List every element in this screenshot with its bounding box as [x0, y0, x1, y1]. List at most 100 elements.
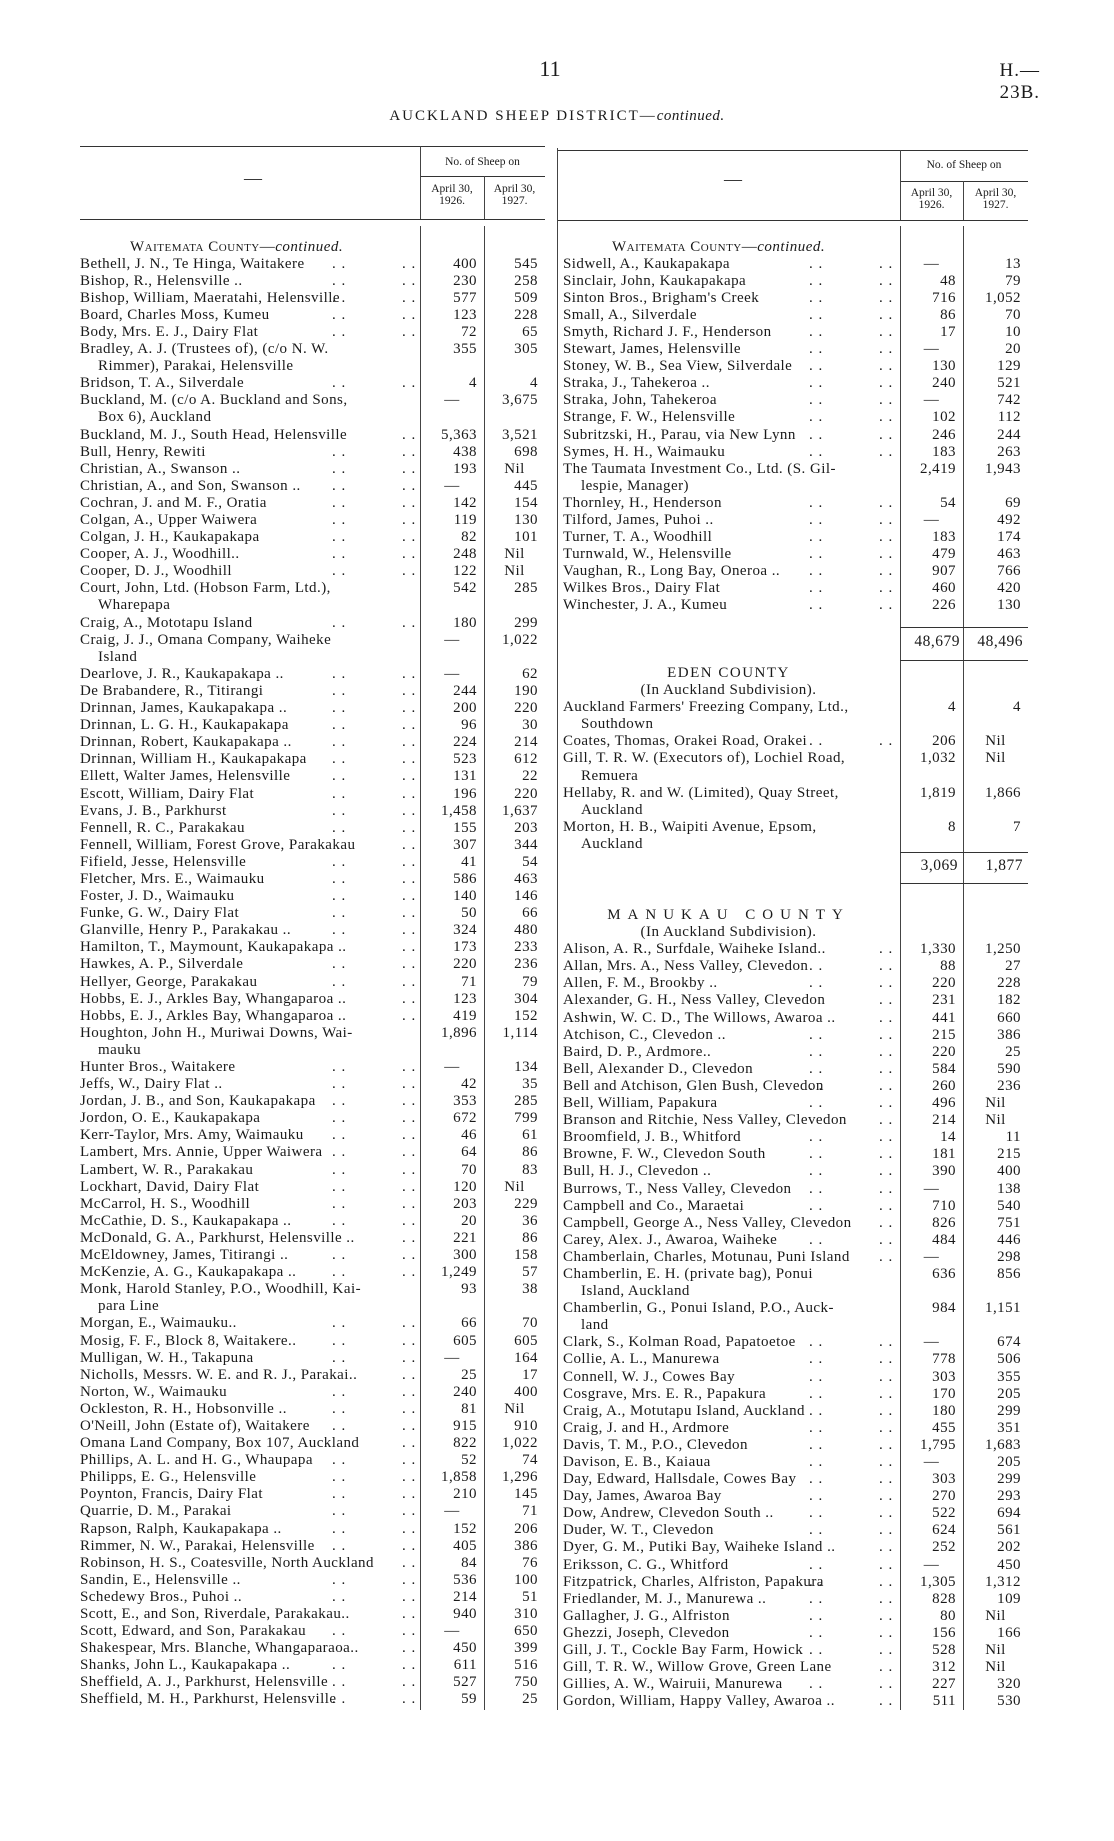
name-cell: Campbell, George A., Ness Valley, Cleved… — [557, 1215, 900, 1232]
table-row: Straka, John, Tahekeroa — 742 — [557, 392, 1028, 409]
name-cell: Allan, Mrs. A., Ness Valley, Clevedon — [557, 958, 900, 975]
holder-name: McCathie, D. S., Kaukapakapa .. — [80, 1212, 292, 1229]
table-row: Hunter Bros., Waitakere — 134 — [80, 1059, 545, 1076]
table-row: Nicholls, Messrs. W. E. and R. J., Parak… — [80, 1367, 545, 1384]
name-cell: Small, A., Silverdale — [557, 307, 900, 324]
sheep-1927: 228 — [514, 306, 538, 323]
table-row: Drinnan, L. G. H., Kaukapakapa 96 30 — [80, 717, 545, 734]
table-row: Auckland Farmers' Freezing Company, Ltd.… — [557, 699, 1028, 733]
holder-name: Houghton, John H., Muriwai Downs, Wai- m… — [80, 1024, 353, 1058]
table-row: Carey, Alex. J., Awaroa, Waiheke 484 446 — [557, 1232, 1028, 1249]
name-cell: Ockleston, R. H., Hobsonville .. — [80, 1401, 420, 1418]
sheep-1927: 51 — [522, 1588, 538, 1605]
sheep-1927: 516 — [514, 1657, 538, 1674]
holder-name: Bradley, A. J. (Trustees of), (c/o N. W.… — [80, 341, 329, 375]
holder-name: Dearlove, J. R., Kaukapakapa .. — [80, 665, 284, 682]
name-cell: Bishop, William, Maeratahi, Helensville — [80, 290, 420, 307]
name-cell: Bell and Atchison, Glen Bush, Clevedon — [557, 1078, 900, 1095]
holder-name: Craig, J. and H., Ardmore — [563, 1419, 730, 1436]
total-rule — [900, 883, 1028, 884]
table-row: Bishop, William, Maeratahi, Helensville 5… — [80, 290, 545, 307]
table-row: Hobbs, E. J., Arkles Bay, Whangaparoa ..… — [80, 1008, 545, 1025]
name-cell: Straka, J., Tahekeroa .. — [557, 375, 900, 392]
name-cell: Board, Charles Moss, Kumeu — [80, 307, 420, 324]
name-cell: Hellyer, George, Parakakau — [80, 974, 420, 991]
table-row: Body, Mrs. E. J., Dairy Flat 72 65 — [80, 324, 545, 341]
table-row: Strange, F. W., Helensville 102 112 — [557, 409, 1028, 426]
sheep-1927: 299 — [997, 1402, 1021, 1419]
holder-name: Day, Edward, Hallsdale, Cowes Bay — [563, 1471, 797, 1488]
name-cell: Atchison, C., Clevedon .. — [557, 1027, 900, 1044]
sheep-1927: 54 — [522, 853, 538, 870]
column-divider — [420, 226, 421, 1710]
table-row: Stoney, W. B., Sea View, Silverdale 130 12… — [557, 358, 1028, 375]
table-row: Smyth, Richard J. F., Henderson 17 10 — [557, 324, 1028, 341]
holder-name: Browne, F. W., Clevedon South — [563, 1146, 766, 1163]
holder-name: The Taumata Investment Co., Ltd. (S. Gil… — [563, 460, 836, 494]
holder-name: Fletcher, Mrs. E., Waimauku — [80, 870, 265, 887]
table-row: Quarrie, D. M., Parakai — 71 — [80, 1503, 545, 1520]
sheep-1927: Nil — [504, 563, 525, 580]
table-row: Gill, J. T., Cockle Bay Farm, Howick 528 N… — [557, 1642, 1028, 1659]
sheep-1926: 1,330 — [920, 941, 956, 958]
sheep-1926: 636 — [932, 1265, 956, 1282]
holder-name: Hellaby, R. and W. (Limited), Quay Stree… — [563, 784, 839, 818]
sheep-1927: 146 — [514, 888, 538, 905]
sheep-1927: 112 — [997, 409, 1021, 426]
name-cell: Davis, T. M., P.O., Clevedon — [557, 1437, 900, 1454]
table-row: Campbell, George A., Ness Valley, Cleved… — [557, 1215, 1028, 1232]
sheep-1927: 100 — [514, 1571, 538, 1588]
holder-name: Winchester, J. A., Kumeu — [563, 597, 728, 614]
name-cell: Straka, John, Tahekeroa — [557, 392, 900, 409]
name-cell: Auckland Farmers' Freezing Company, Ltd.… — [557, 699, 900, 733]
table-row: Dow, Andrew, Clevedon South .. 522 694 — [557, 1505, 1028, 1522]
name-cell: Connell, W. J., Cowes Bay — [557, 1369, 900, 1386]
holder-name: Fitzpatrick, Charles, Alfriston, Papakur… — [563, 1573, 824, 1590]
name-cell: Nicholls, Messrs. W. E. and R. J., Parak… — [80, 1367, 420, 1384]
holder-name: Sheffield, M. H., Parkhurst, Helensville — [80, 1691, 337, 1708]
name-cell: Gill, J. T., Cockle Bay Farm, Howick — [557, 1642, 900, 1659]
name-cell: Drinnan, William H., Kaukapakapa — [80, 751, 420, 768]
sheep-1926: 611 — [453, 1657, 477, 1674]
name-cell: Christian, A., Swanson .. — [80, 461, 420, 478]
holder-name: Rimmer, N. W., Parakai, Helensville — [80, 1537, 315, 1554]
sheep-1926: 270 — [932, 1488, 956, 1505]
sheep-1926: 52 — [461, 1452, 477, 1469]
sheep-1927: Nil — [504, 546, 525, 563]
holder-name: Atchison, C., Clevedon .. — [563, 1026, 726, 1043]
name-cell: Cooper, D. J., Woodhill — [80, 563, 420, 580]
holder-name: Davison, E. B., Kaiaua — [563, 1454, 711, 1470]
sheep-1926: 907 — [932, 563, 956, 580]
sheep-1926: 240 — [932, 375, 956, 392]
sheep-1926: 42 — [461, 1076, 477, 1093]
col-1927-header: April 30, 1927. — [484, 183, 545, 207]
name-cell: Symes, H. H., Waimauku — [557, 444, 900, 461]
table-row: Colgan, A., Upper Waiwera 119 130 — [80, 512, 545, 529]
sheep-1926: 511 — [932, 1693, 956, 1710]
sheep-1927: 694 — [997, 1505, 1021, 1522]
sheep-1927: Nil — [985, 1112, 1006, 1129]
table-row: Colgan, J. H., Kaukapakapa 82 101 — [80, 529, 545, 546]
name-cell: Rapson, Ralph, Kaukapakapa .. — [80, 1521, 420, 1538]
sheep-1927: 202 — [997, 1539, 1021, 1556]
table-row: Hellaby, R. and W. (Limited), Quay Stree… — [557, 785, 1028, 819]
sheep-1926: 8 — [948, 818, 956, 835]
sheep-1927: 305 — [514, 341, 538, 358]
sheep-1927: Nil — [985, 1607, 1006, 1624]
sheep-1926: 778 — [932, 1351, 956, 1368]
holder-name: Sheffield, A. J., Parkhurst, Helensville — [80, 1674, 329, 1691]
column-divider — [484, 176, 485, 219]
name-cell: Funke, G. W., Dairy Flat — [80, 905, 420, 922]
name-cell: Davison, E. B., Kaiaua — [557, 1454, 900, 1471]
sheep-1927: 145 — [514, 1486, 538, 1503]
table-row: McEldowney, James, Titirangi .. 300 158 — [80, 1247, 545, 1264]
name-cell: Escott, William, Dairy Flat — [80, 786, 420, 803]
name-cell: Burrows, T., Ness Valley, Clevedon — [557, 1181, 900, 1198]
table-row: Cooper, D. J., Woodhill 122 Nil — [80, 563, 545, 580]
table-row: Scott, E., and Son, Riverdale, Parakakau… — [80, 1606, 545, 1623]
sheep-1926: 1,458 — [441, 802, 477, 819]
total-rule — [900, 852, 1028, 853]
sheep-1926: 1,795 — [920, 1436, 956, 1453]
holder-name: Hawkes, A. P., Silverdale — [80, 956, 244, 973]
name-cell: Duder, W. T., Clevedon — [557, 1522, 900, 1539]
